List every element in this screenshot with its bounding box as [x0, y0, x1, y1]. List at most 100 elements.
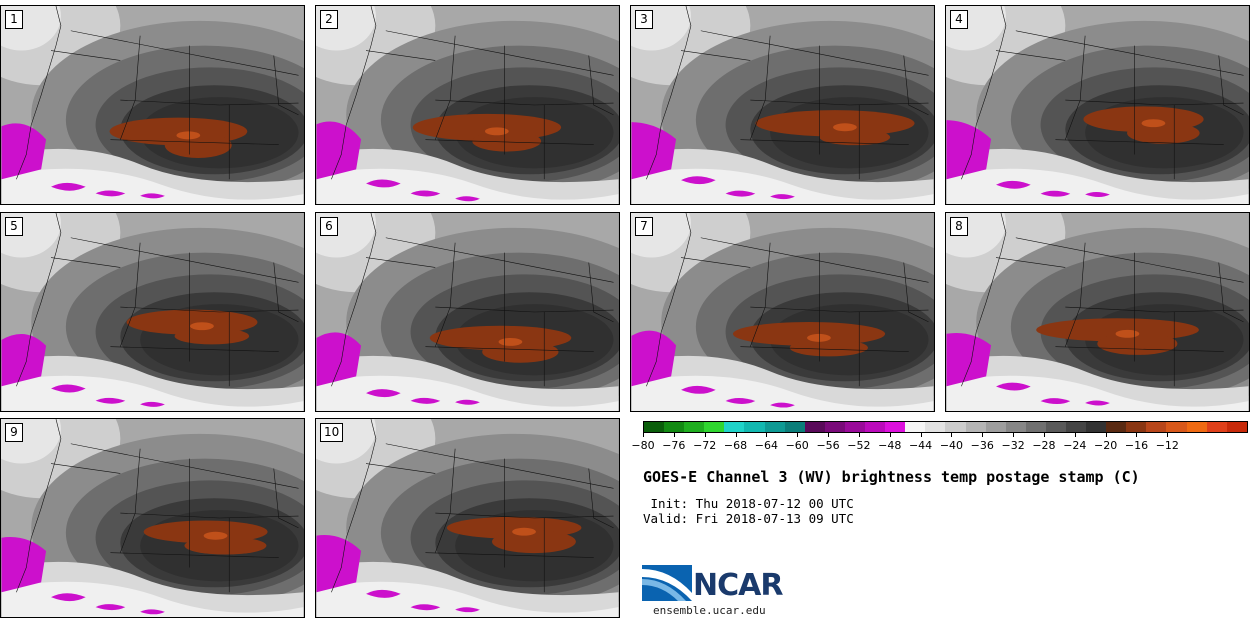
panel-number-label: 6 — [320, 217, 338, 236]
colorbar-tick-label: −12 — [1155, 439, 1179, 452]
colorbar-swatch — [1206, 422, 1227, 432]
colorbar-tick — [797, 433, 799, 437]
colorbar-tick — [704, 433, 706, 437]
water-vapor-map — [1, 419, 304, 617]
panel-number-label: 2 — [320, 10, 338, 29]
map-panel-6: 6 — [315, 212, 620, 412]
colorbar-tick — [766, 433, 768, 437]
colorbar-swatch — [664, 422, 685, 432]
colorbar-tick-label: −72 — [693, 439, 717, 452]
colorbar-tick — [673, 433, 675, 437]
colorbar-swatch — [1065, 422, 1087, 432]
panel-number-label: 7 — [635, 217, 653, 236]
colorbar-swatch — [965, 422, 986, 432]
map-panel-4: 4 — [945, 5, 1250, 205]
ncar-logo-icon — [642, 565, 692, 601]
colorbar-tick — [1136, 433, 1138, 437]
colorbar-swatch — [804, 422, 825, 432]
water-vapor-map — [946, 213, 1249, 411]
colorbar-swatch — [885, 422, 906, 432]
water-vapor-map — [316, 213, 619, 411]
colorbar-tick-label: −40 — [939, 439, 964, 452]
water-vapor-map — [1, 213, 304, 411]
colorbar-tick-label: −52 — [847, 439, 871, 452]
colorbar-swatch — [724, 422, 745, 432]
map-panel-2: 2 — [315, 5, 620, 205]
map-panel-9: 9 — [0, 418, 305, 618]
colorbar-swatch — [1146, 422, 1167, 432]
map-panel-5: 5 — [0, 212, 305, 412]
colorbar-swatch — [1086, 422, 1107, 432]
colorbar-tick — [643, 433, 644, 437]
colorbar-tick-label: −44 — [908, 439, 933, 452]
colorbar-swatch — [1226, 422, 1247, 432]
colorbar-swatch — [784, 422, 805, 432]
colorbar-swatch — [1166, 422, 1187, 432]
panel-number-label: 8 — [950, 217, 968, 236]
colorbar-swatch — [844, 422, 866, 432]
colorbar-tick — [920, 433, 922, 437]
colorbar-tick-label: −56 — [816, 439, 840, 452]
colorbar-swatch — [945, 422, 966, 432]
colorbar-tick — [889, 433, 891, 437]
colorbar-swatch — [1126, 422, 1147, 432]
colorbar-ticks: −80 −76 −72 −68 −64 −60 −56 −52 −48 −44 −40 −36 −32−… — [631, 433, 1248, 457]
colorbar-swatch — [1025, 422, 1046, 432]
colorbar-swatch — [764, 422, 785, 432]
colorbar-tick — [1074, 433, 1076, 437]
map-panel-1: 1 — [0, 5, 305, 205]
colorbar-tick-label: −60 — [785, 439, 809, 452]
map-panel-8: 8 — [945, 212, 1250, 412]
valid-time: Valid: Fri 2018-07-13 09 UTC — [643, 511, 854, 526]
colorbar-swatch — [824, 422, 845, 432]
colorbar-swatch — [684, 422, 705, 432]
colorbar-tick-label: −68 — [723, 439, 748, 452]
colorbar-tick — [1043, 433, 1045, 437]
colorbar-swatch — [744, 422, 765, 432]
colorbar-tick-label: −36 — [970, 439, 994, 452]
panel-number-label: 10 — [320, 423, 344, 442]
colorbar-swatch — [865, 422, 886, 432]
plot-title: GOES-E Channel 3 (WV) brightness temp po… — [643, 468, 1140, 486]
water-vapor-map — [631, 6, 934, 204]
colorbar-swatch — [1045, 422, 1066, 432]
colorbar-tick — [1167, 433, 1169, 437]
panel-number-label: 4 — [950, 10, 968, 29]
colorbar-tick — [982, 433, 984, 437]
logo-url: ensemble.ucar.edu — [653, 604, 766, 617]
map-panel-7: 7 — [630, 212, 935, 412]
panel-number-label: 5 — [5, 217, 23, 236]
colorbar-swatch — [905, 422, 926, 432]
colorbar-tick — [735, 433, 737, 437]
colorbar-swatch — [985, 422, 1006, 432]
panel-number-label: 9 — [5, 423, 23, 442]
colorbar-tick-label: −28 — [1032, 439, 1056, 452]
colorbar — [643, 421, 1248, 433]
water-vapor-map — [631, 213, 934, 411]
map-panel-3: 3 — [630, 5, 935, 205]
colorbar-tick-label: −80 — [631, 439, 655, 452]
colorbar-swatch — [1005, 422, 1026, 432]
colorbar-tick-label: −32 — [1001, 439, 1025, 452]
water-vapor-map — [316, 419, 619, 617]
colorbar-tick-label: −64 — [754, 439, 778, 452]
colorbar-tick-label: −76 — [662, 439, 686, 452]
colorbar-swatch — [925, 422, 946, 432]
water-vapor-map — [1, 6, 304, 204]
panel-number-label: 1 — [5, 10, 23, 29]
colorbar-swatch — [704, 422, 725, 432]
colorbar-swatch — [644, 422, 665, 432]
colorbar-tick-label: −20 — [1094, 439, 1118, 452]
colorbar-swatch — [1186, 422, 1207, 432]
colorbar-tick-label: −48 — [878, 439, 902, 452]
colorbar-swatch — [1106, 422, 1127, 432]
colorbar-tick-label: −24 — [1063, 439, 1087, 452]
colorbar-tick — [1013, 433, 1015, 437]
init-time: Init: Thu 2018-07-12 00 UTC — [643, 496, 854, 511]
water-vapor-map — [316, 6, 619, 204]
logo-text: NCAR — [693, 568, 783, 603]
panel-number-label: 3 — [635, 10, 653, 29]
water-vapor-map — [946, 6, 1249, 204]
colorbar-tick-label: −16 — [1124, 439, 1149, 452]
map-panel-10: 10 — [315, 418, 620, 618]
